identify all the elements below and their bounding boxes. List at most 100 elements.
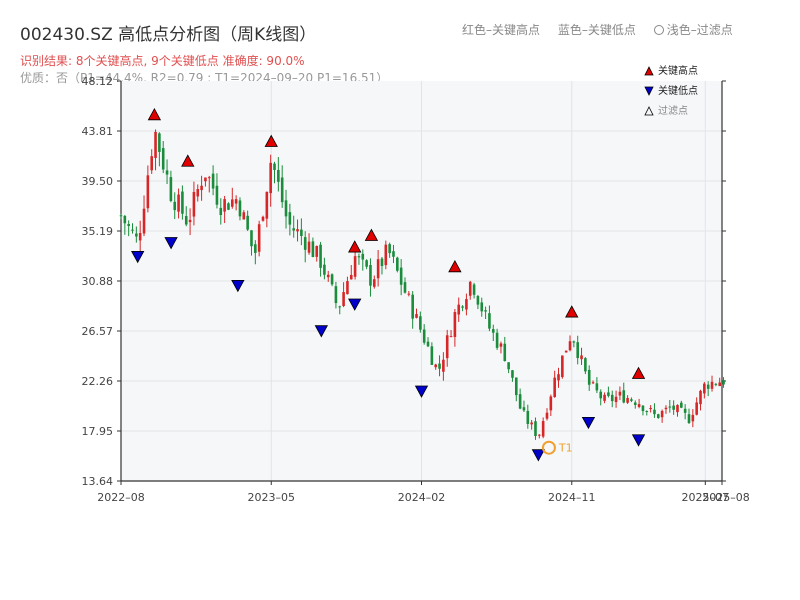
candle-body	[161, 148, 165, 170]
candle-body	[138, 232, 142, 241]
candle-body	[545, 412, 549, 419]
y-tick-label: 30.88	[82, 275, 114, 288]
marker-legend: 关键高点 关键低点 过滤点	[644, 64, 698, 124]
candle-body	[488, 313, 491, 329]
candle-body	[131, 229, 134, 231]
candle-body	[526, 410, 530, 424]
candle-body	[430, 346, 434, 365]
legend-low-label: 关键低点	[658, 86, 698, 97]
key-high-marker	[348, 240, 362, 253]
candle-body	[273, 163, 276, 170]
key-low-marker	[414, 385, 429, 398]
candle-body	[192, 191, 196, 217]
candle-body	[269, 162, 272, 194]
candle-body	[672, 405, 675, 410]
candle-body	[415, 314, 418, 318]
candle-body	[633, 402, 637, 405]
candle-body	[330, 274, 334, 285]
candle-body	[549, 396, 553, 411]
candle-body	[338, 306, 342, 308]
result-summary: 识别结果: 8个关键高点, 9个关键低点 准确度: 90.0%	[20, 54, 305, 68]
candle-body	[445, 335, 449, 359]
candle-body	[653, 409, 656, 415]
y-tick-label: 43.81	[82, 125, 114, 138]
candle-body	[710, 381, 714, 389]
key-low-marker	[164, 237, 178, 250]
candle-body	[568, 341, 572, 351]
candle-body	[146, 175, 150, 209]
candle-body	[457, 304, 461, 315]
legend-low-row: 关键低点	[644, 84, 698, 104]
candle-body	[645, 410, 649, 412]
candle-body	[300, 229, 303, 237]
candle-body	[641, 405, 645, 412]
y-tick-label: 17.95	[82, 425, 114, 438]
candle-body	[461, 306, 464, 308]
legend-red-text: 红色–关键高点	[462, 23, 541, 37]
candle-body	[257, 224, 261, 252]
x-tick-label: 2024–02	[398, 491, 446, 504]
y-tick-label: 13.64	[82, 475, 114, 488]
candle-body	[557, 374, 560, 381]
candle-body	[200, 185, 203, 191]
candle-body	[261, 216, 265, 221]
candle-body	[553, 377, 556, 398]
candle-body	[238, 200, 242, 217]
key-high-marker	[264, 134, 278, 147]
candle-body	[277, 169, 280, 182]
candle-body	[284, 200, 288, 217]
candle-body	[184, 216, 188, 225]
candle-body	[357, 256, 361, 258]
candle-body	[587, 370, 591, 385]
candle-body	[392, 251, 395, 257]
candle-body	[499, 343, 503, 347]
candle-body	[622, 390, 626, 403]
candle-body	[683, 408, 687, 413]
candle-body	[346, 281, 349, 295]
candle-body	[158, 133, 161, 152]
candle-body	[541, 421, 545, 437]
legend-filtered-row: 过滤点	[644, 104, 698, 124]
x-tick-label: 2022–08	[97, 491, 145, 504]
candle-body	[422, 329, 426, 343]
y-tick-label: 39.50	[82, 175, 114, 188]
candle-body	[165, 170, 169, 175]
candle-body	[591, 382, 595, 384]
red-triangle-up-icon	[644, 66, 654, 76]
candle-body	[326, 274, 330, 278]
candle-body	[211, 173, 215, 189]
candle-body	[607, 392, 610, 396]
candle-body	[637, 404, 641, 407]
candle-body	[465, 299, 468, 310]
candle-body	[280, 177, 284, 203]
candle-body	[626, 398, 629, 403]
blue-triangle-down-icon	[644, 86, 654, 96]
candle-body	[687, 414, 691, 424]
key-low-marker	[131, 251, 145, 264]
candle-body	[223, 199, 226, 212]
candle-body	[691, 414, 695, 422]
candle-body	[614, 396, 618, 403]
candle-body	[618, 391, 622, 396]
candle-body	[695, 402, 698, 415]
candle-body	[522, 407, 526, 411]
candle-body	[491, 329, 495, 333]
x-tick-label: 2025–08	[702, 491, 750, 504]
candle-body	[449, 336, 453, 338]
candle-body	[173, 201, 177, 211]
legend-blue-text: 蓝色–关键低点	[557, 23, 636, 37]
candle-body	[599, 391, 603, 399]
candle-body	[207, 177, 211, 179]
legend-high-row: 关键高点	[644, 64, 698, 84]
candle-body	[534, 421, 537, 437]
candle-body	[242, 212, 246, 220]
candle-body	[468, 281, 472, 296]
candle-body	[204, 177, 207, 182]
candle-body	[142, 208, 146, 234]
candle-body	[246, 215, 249, 230]
candle-body	[403, 282, 407, 293]
candle-body	[668, 406, 672, 408]
candle-body	[188, 219, 192, 223]
key-high-marker	[147, 107, 162, 121]
candle-body	[703, 383, 706, 394]
